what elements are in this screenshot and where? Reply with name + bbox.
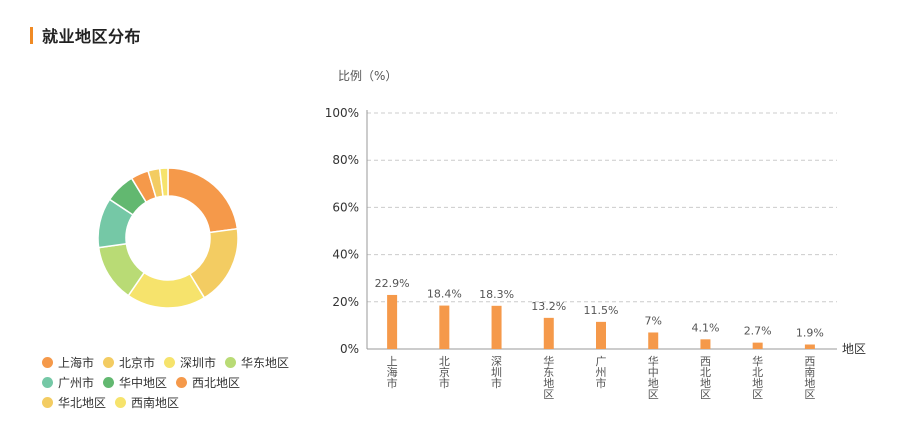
y-axis-title: 比例（%） (338, 69, 397, 83)
y-tick-label: 60% (332, 200, 359, 214)
legend-label: 广州市 (58, 375, 95, 390)
x-tick-label: 西南地区 (804, 355, 815, 401)
legend-item[interactable]: 深圳市 (164, 354, 216, 371)
legend-item[interactable]: 广州市 (42, 374, 94, 391)
x-tick-label: 华东地区 (543, 354, 554, 401)
donut-chart (97, 167, 239, 309)
title-accent-bar (30, 26, 33, 44)
legend-swatch (42, 356, 53, 368)
legend-label: 西北地区 (192, 375, 241, 390)
y-tick-label: 0% (340, 342, 359, 356)
legend-item[interactable]: 上海市 (42, 354, 94, 371)
bar-value-label: 11.5% (584, 304, 619, 317)
legend-label: 西南地区 (131, 395, 180, 410)
bar-value-label: 7% (644, 314, 661, 327)
legend-row: 广州市 华中地区 西北地区 (42, 372, 298, 392)
legend-row: 上海市 北京市 深圳市 华东地区 (42, 352, 298, 372)
bar-value-label: 22.9% (375, 277, 410, 290)
legend-item[interactable]: 西南地区 (115, 394, 179, 411)
donut-slice-0[interactable] (167, 167, 239, 234)
x-tick-label: 西北地区 (700, 355, 711, 401)
legend-swatch (176, 376, 188, 388)
x-tick-label: 华中地区 (648, 354, 659, 401)
legend-label: 华东地区 (241, 355, 290, 370)
bar-7[interactable] (752, 342, 763, 349)
bar-value-label: 13.2% (531, 300, 566, 313)
legend-row: 华北地区 西南地区 (42, 392, 298, 412)
page-title: 就业地区分布 (42, 27, 142, 46)
bar-4[interactable] (596, 321, 606, 349)
y-tick-label: 100% (325, 106, 359, 120)
bar-value-label: 2.7% (744, 325, 772, 338)
legend-swatch (42, 396, 53, 408)
legend-swatch (115, 396, 127, 408)
legend-label: 深圳市 (180, 355, 217, 370)
y-tick-label: 40% (332, 248, 359, 262)
y-tick-label: 20% (332, 295, 359, 309)
x-tick-label: 广州市 (596, 355, 607, 390)
bar-1[interactable] (439, 305, 450, 349)
bar-value-label: 18.3% (479, 288, 514, 301)
bar-value-label: 1.9% (796, 327, 824, 340)
legend-label: 华北地区 (58, 395, 107, 410)
bar-2[interactable] (491, 305, 502, 349)
legend-swatch (103, 356, 115, 368)
bar-0[interactable] (387, 294, 398, 349)
bar-value-label: 4.1% (691, 321, 719, 334)
x-tick-label: 北京市 (439, 355, 450, 390)
bar-3[interactable] (543, 317, 554, 349)
legend-swatch (164, 356, 176, 368)
x-tick-label: 深圳市 (491, 355, 502, 390)
bar-5[interactable] (648, 332, 659, 349)
x-axis-title: 地区 (842, 342, 866, 356)
bar-chart: 比例（%） 0% 20% 40% 60% 80% 100% 地区 22.9% 上海市 18.4% 北京… (325, 69, 866, 401)
x-tick-label: 华北地区 (752, 354, 763, 401)
bar-6[interactable] (700, 339, 711, 349)
bar-8[interactable] (804, 344, 815, 349)
legend-swatch (225, 356, 237, 368)
legend-item[interactable]: 华中地区 (103, 374, 167, 391)
legend-label: 华中地区 (119, 375, 168, 390)
legend-item[interactable]: 华北地区 (42, 394, 106, 411)
legend-label: 上海市 (58, 355, 95, 370)
legend-swatch (103, 376, 115, 388)
legend-item[interactable]: 西北地区 (176, 374, 240, 391)
bar-value-label: 18.4% (427, 288, 462, 301)
donut-slice-8[interactable] (158, 167, 169, 198)
legend-item[interactable]: 北京市 (103, 354, 155, 371)
legend-swatch (42, 376, 53, 388)
donut-legend: 上海市 北京市 深圳市 华东地区广州市 华中地区 西北地区华北地区 西南地区 (42, 352, 298, 412)
y-tick-label: 80% (332, 153, 359, 167)
section-header: 就业地区分布 (30, 26, 142, 46)
legend-label: 北京市 (119, 355, 156, 370)
x-tick-label: 上海市 (387, 355, 398, 390)
legend-item[interactable]: 华东地区 (225, 354, 289, 371)
